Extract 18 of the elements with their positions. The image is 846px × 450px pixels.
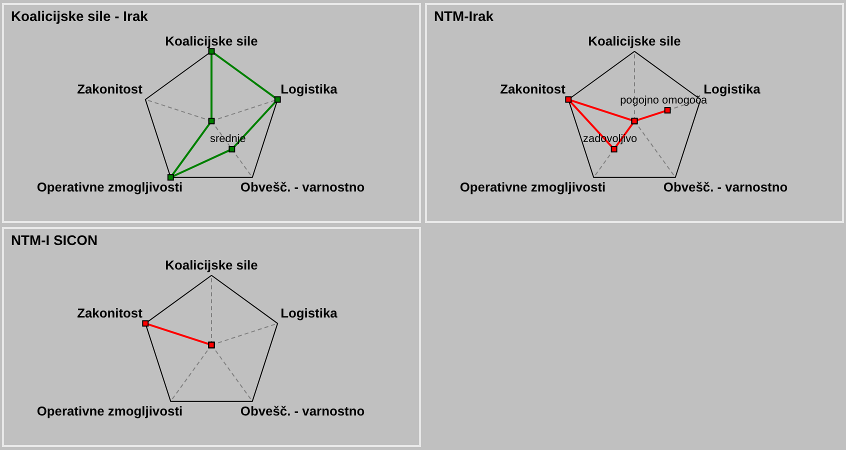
chart-title: Koalicijske sile - Irak [10, 8, 148, 24]
chart-title: NTM-I SICON [10, 232, 98, 248]
spoke-label: Obvešč. - varnostno [240, 403, 365, 418]
spoke-label: Obvešč. - varnostno [240, 179, 365, 194]
spoke-label: Operativne zmogljivosti [36, 179, 183, 194]
spoke-label: Operativne zmogljivosti [36, 403, 183, 418]
spoke-label: Koalicijske sile [165, 257, 258, 272]
spoke-label: Zakonitost [500, 82, 566, 97]
spoke-label: Zakonitost [77, 305, 144, 320]
chart-title: NTM-Irak [434, 8, 494, 24]
spoke-label: Zakonitost [77, 82, 144, 97]
spoke-label: Obvešč. - varnostno [663, 179, 788, 194]
spoke-label: Logistika [280, 305, 338, 320]
spoke-label: Koalicijske sile [165, 33, 258, 48]
spoke-label: Koalicijske sile [588, 33, 681, 48]
spoke-label: Logistika [280, 82, 338, 97]
spoke-label: Operativne zmogljivosti [460, 179, 606, 194]
spoke-label: Logistika [704, 82, 762, 97]
